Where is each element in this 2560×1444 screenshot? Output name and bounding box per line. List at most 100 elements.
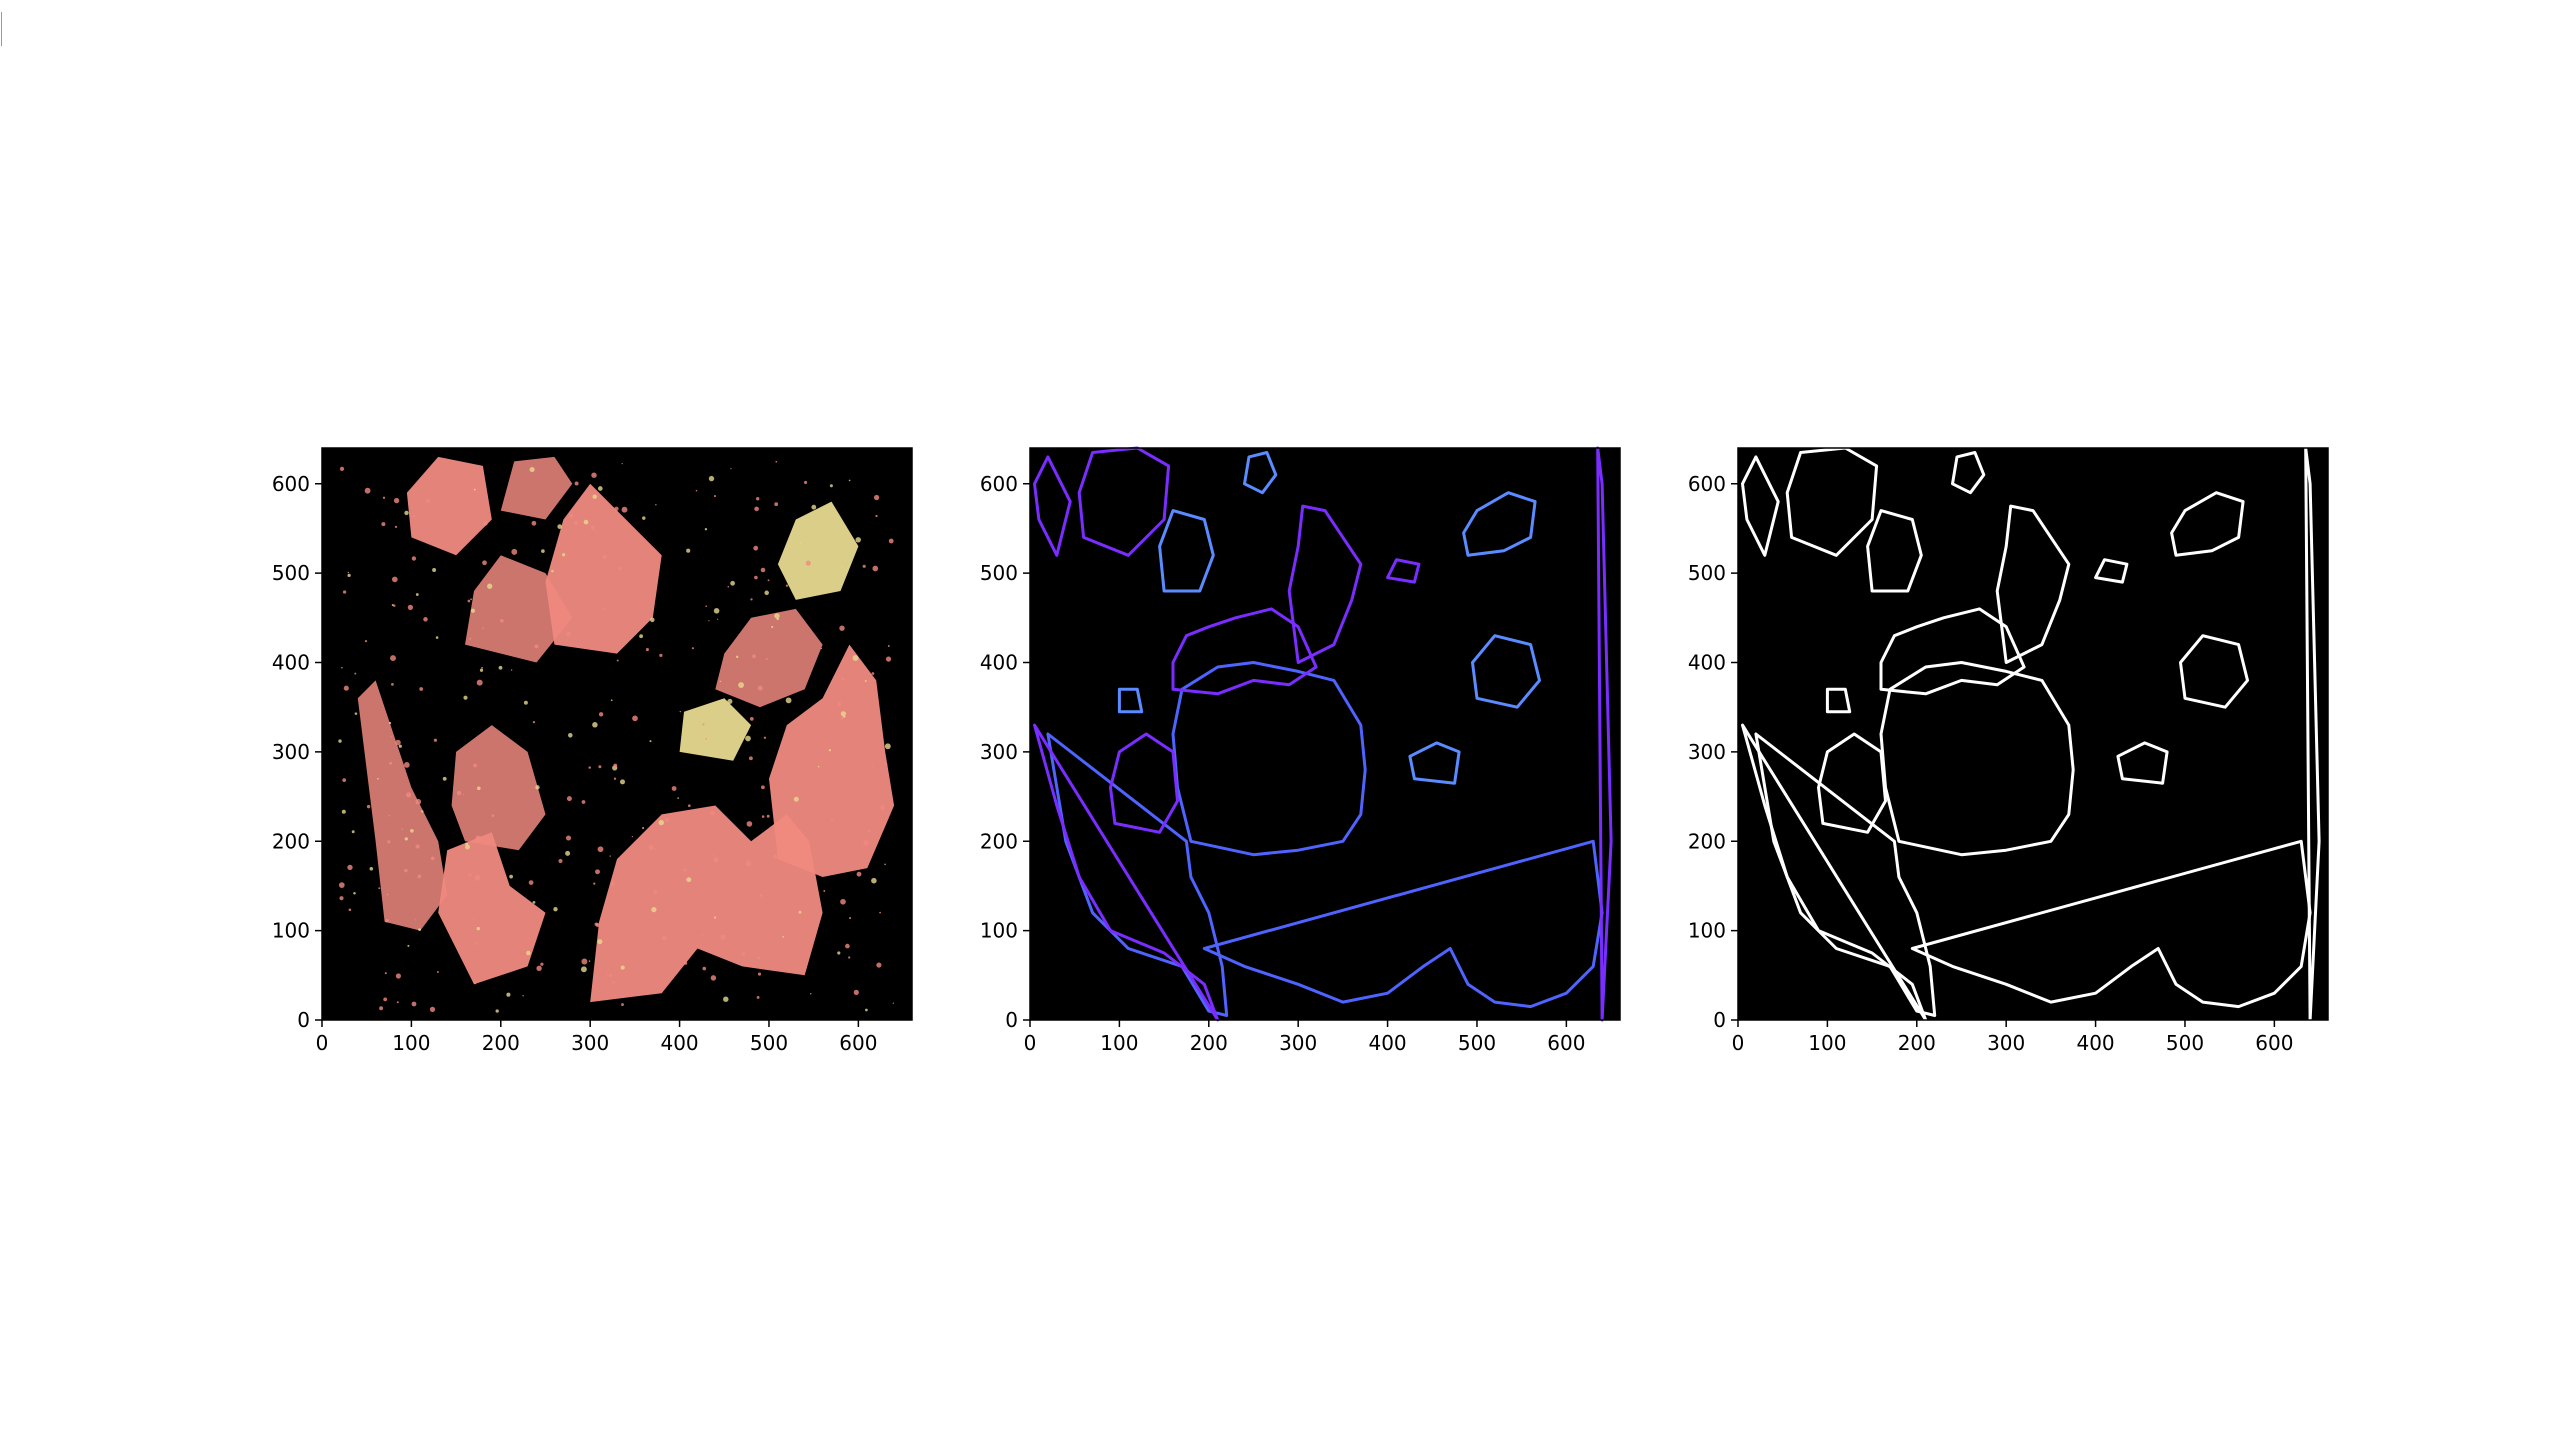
speck	[492, 814, 495, 817]
speck	[821, 648, 822, 649]
speck	[426, 499, 430, 503]
speck	[423, 617, 428, 622]
speck	[622, 463, 623, 464]
speck	[562, 553, 565, 556]
speck	[747, 821, 753, 827]
speck	[436, 636, 439, 639]
speck	[708, 620, 709, 621]
speck	[741, 833, 742, 834]
x-tick-label: 500	[1458, 1031, 1496, 1055]
speck	[566, 632, 570, 636]
speck	[714, 495, 716, 497]
y-tick-label: 500	[980, 561, 1018, 585]
speck	[468, 873, 471, 876]
speck	[397, 1001, 399, 1003]
speck	[761, 785, 765, 789]
y-tick-label: 600	[272, 472, 310, 496]
speck	[474, 981, 477, 984]
speck	[469, 638, 471, 640]
speck	[417, 875, 421, 879]
speck	[659, 820, 664, 825]
speck	[477, 680, 483, 686]
speck	[413, 515, 415, 517]
speck	[532, 521, 537, 526]
speck	[893, 1003, 894, 1004]
speck	[761, 568, 766, 573]
speck	[591, 526, 595, 530]
y-tick-label: 100	[1688, 919, 1726, 943]
speck	[597, 939, 602, 944]
speck	[474, 489, 476, 491]
speck	[568, 733, 573, 738]
speck	[418, 928, 421, 931]
text-cursor-icon	[1, 12, 2, 46]
speck	[339, 882, 345, 888]
speck	[391, 736, 392, 737]
speck	[885, 763, 887, 765]
speck	[800, 917, 801, 918]
speck	[818, 766, 820, 768]
speck	[381, 522, 385, 526]
speck	[845, 944, 850, 949]
speck	[487, 584, 492, 589]
speck	[533, 901, 536, 904]
speck	[389, 762, 392, 765]
speck	[642, 827, 644, 829]
speck	[714, 917, 716, 919]
speck	[655, 848, 657, 850]
speck	[596, 923, 600, 927]
speck	[749, 756, 753, 760]
y-tick-label: 100	[272, 919, 310, 943]
speck	[412, 1002, 417, 1007]
speck	[611, 699, 613, 701]
speck	[756, 497, 759, 500]
speck	[649, 740, 651, 742]
speck	[680, 711, 681, 712]
x-tick-label: 500	[2166, 1031, 2204, 1055]
y-tick-label: 600	[1688, 472, 1726, 496]
speck	[496, 1009, 499, 1012]
speck	[565, 851, 570, 856]
speck	[614, 778, 616, 780]
speck	[857, 872, 862, 877]
speck	[696, 490, 698, 492]
speck	[876, 963, 881, 968]
speck	[367, 805, 370, 808]
y-tick-label: 300	[272, 740, 310, 764]
speck	[855, 537, 860, 542]
speck	[421, 810, 423, 812]
speck	[618, 567, 621, 570]
x-tick-label: 0	[1024, 1031, 1037, 1055]
x-tick-label: 600	[2255, 1031, 2293, 1055]
speck	[839, 626, 844, 631]
speck	[468, 600, 471, 603]
speck	[370, 867, 374, 871]
speck	[610, 882, 614, 886]
speck	[378, 887, 380, 889]
speck	[352, 830, 355, 833]
x-tick-label: 200	[1898, 1031, 1936, 1055]
speck	[711, 975, 716, 980]
speck	[475, 942, 478, 945]
speck	[511, 669, 513, 671]
speck	[396, 973, 401, 978]
speck	[865, 1009, 868, 1012]
speck	[603, 555, 607, 559]
speck	[848, 956, 850, 958]
speck	[551, 570, 554, 573]
speck	[503, 897, 504, 898]
speck	[392, 577, 398, 583]
speck	[672, 786, 677, 791]
speck	[575, 482, 579, 486]
speck	[665, 818, 669, 822]
y-tick-label: 600	[980, 472, 1018, 496]
speck	[415, 844, 419, 848]
speck	[465, 842, 468, 845]
speck	[581, 959, 587, 965]
y-tick-label: 200	[1688, 829, 1726, 853]
x-tick-label: 0	[1732, 1031, 1745, 1055]
speck	[871, 878, 877, 884]
speck	[394, 498, 399, 503]
speck	[535, 785, 539, 789]
